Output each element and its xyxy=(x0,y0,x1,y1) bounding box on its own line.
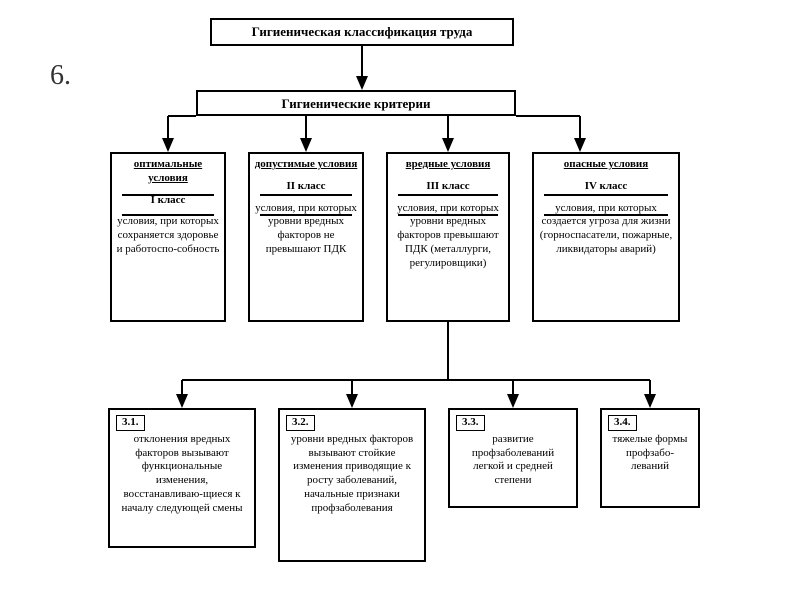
sub1-num: 3.1. xyxy=(116,415,145,431)
class2-desc: условия, при которых уровни вредных факт… xyxy=(253,202,359,257)
class4-box: опасные условия IV класс условия, при ко… xyxy=(532,152,680,322)
class1-title: оптимальные условия xyxy=(115,158,221,186)
sub1-desc: отклонения вредных факторов вызывают фун… xyxy=(116,433,248,516)
root-text: Гигиеническая классификация труда xyxy=(252,24,473,39)
slide-number: 6. xyxy=(50,60,71,92)
class4-desc: условия, при которых создается угроза дл… xyxy=(537,202,675,257)
class1-box: оптимальные условия I класс условия, при… xyxy=(110,152,226,322)
sub2-num: 3.2. xyxy=(286,415,315,431)
class1-desc: условия, при которых сохраняется здоровь… xyxy=(115,215,221,256)
sub4-num: 3.4. xyxy=(608,415,637,431)
class3-box: вредные условия III класс условия, при к… xyxy=(386,152,510,322)
class3-title: вредные условия xyxy=(391,158,505,172)
sub3-desc: развитие профзаболеваний легкой и средне… xyxy=(456,433,570,488)
sub3-num: 3.3. xyxy=(456,415,485,431)
sub4-desc: тяжелые формы профзабо-леваний xyxy=(608,433,692,474)
class4-class: IV класс xyxy=(537,180,675,194)
class2-box: допустимые условия II класс условия, при… xyxy=(248,152,364,322)
sub2-box: 3.2. уровни вредных факторов вызывают ст… xyxy=(278,408,426,562)
root-box: Гигиеническая классификация труда xyxy=(210,18,514,46)
class3-class: III класс xyxy=(391,180,505,194)
sub3-box: 3.3. развитие профзаболеваний легкой и с… xyxy=(448,408,578,508)
sub2-desc: уровни вредных факторов вызывают стойкие… xyxy=(286,433,418,516)
criteria-box: Гигиенические критерии xyxy=(196,90,516,116)
criteria-text: Гигиенические критерии xyxy=(281,96,430,111)
class2-class: II класс xyxy=(253,180,359,194)
class4-title: опасные условия xyxy=(537,158,675,172)
sub4-box: 3.4. тяжелые формы профзабо-леваний xyxy=(600,408,700,508)
class2-title: допустимые условия xyxy=(253,158,359,172)
sub1-box: 3.1. отклонения вредных факторов вызываю… xyxy=(108,408,256,548)
class3-desc: условия, при которых уровни вредных факт… xyxy=(391,202,505,271)
